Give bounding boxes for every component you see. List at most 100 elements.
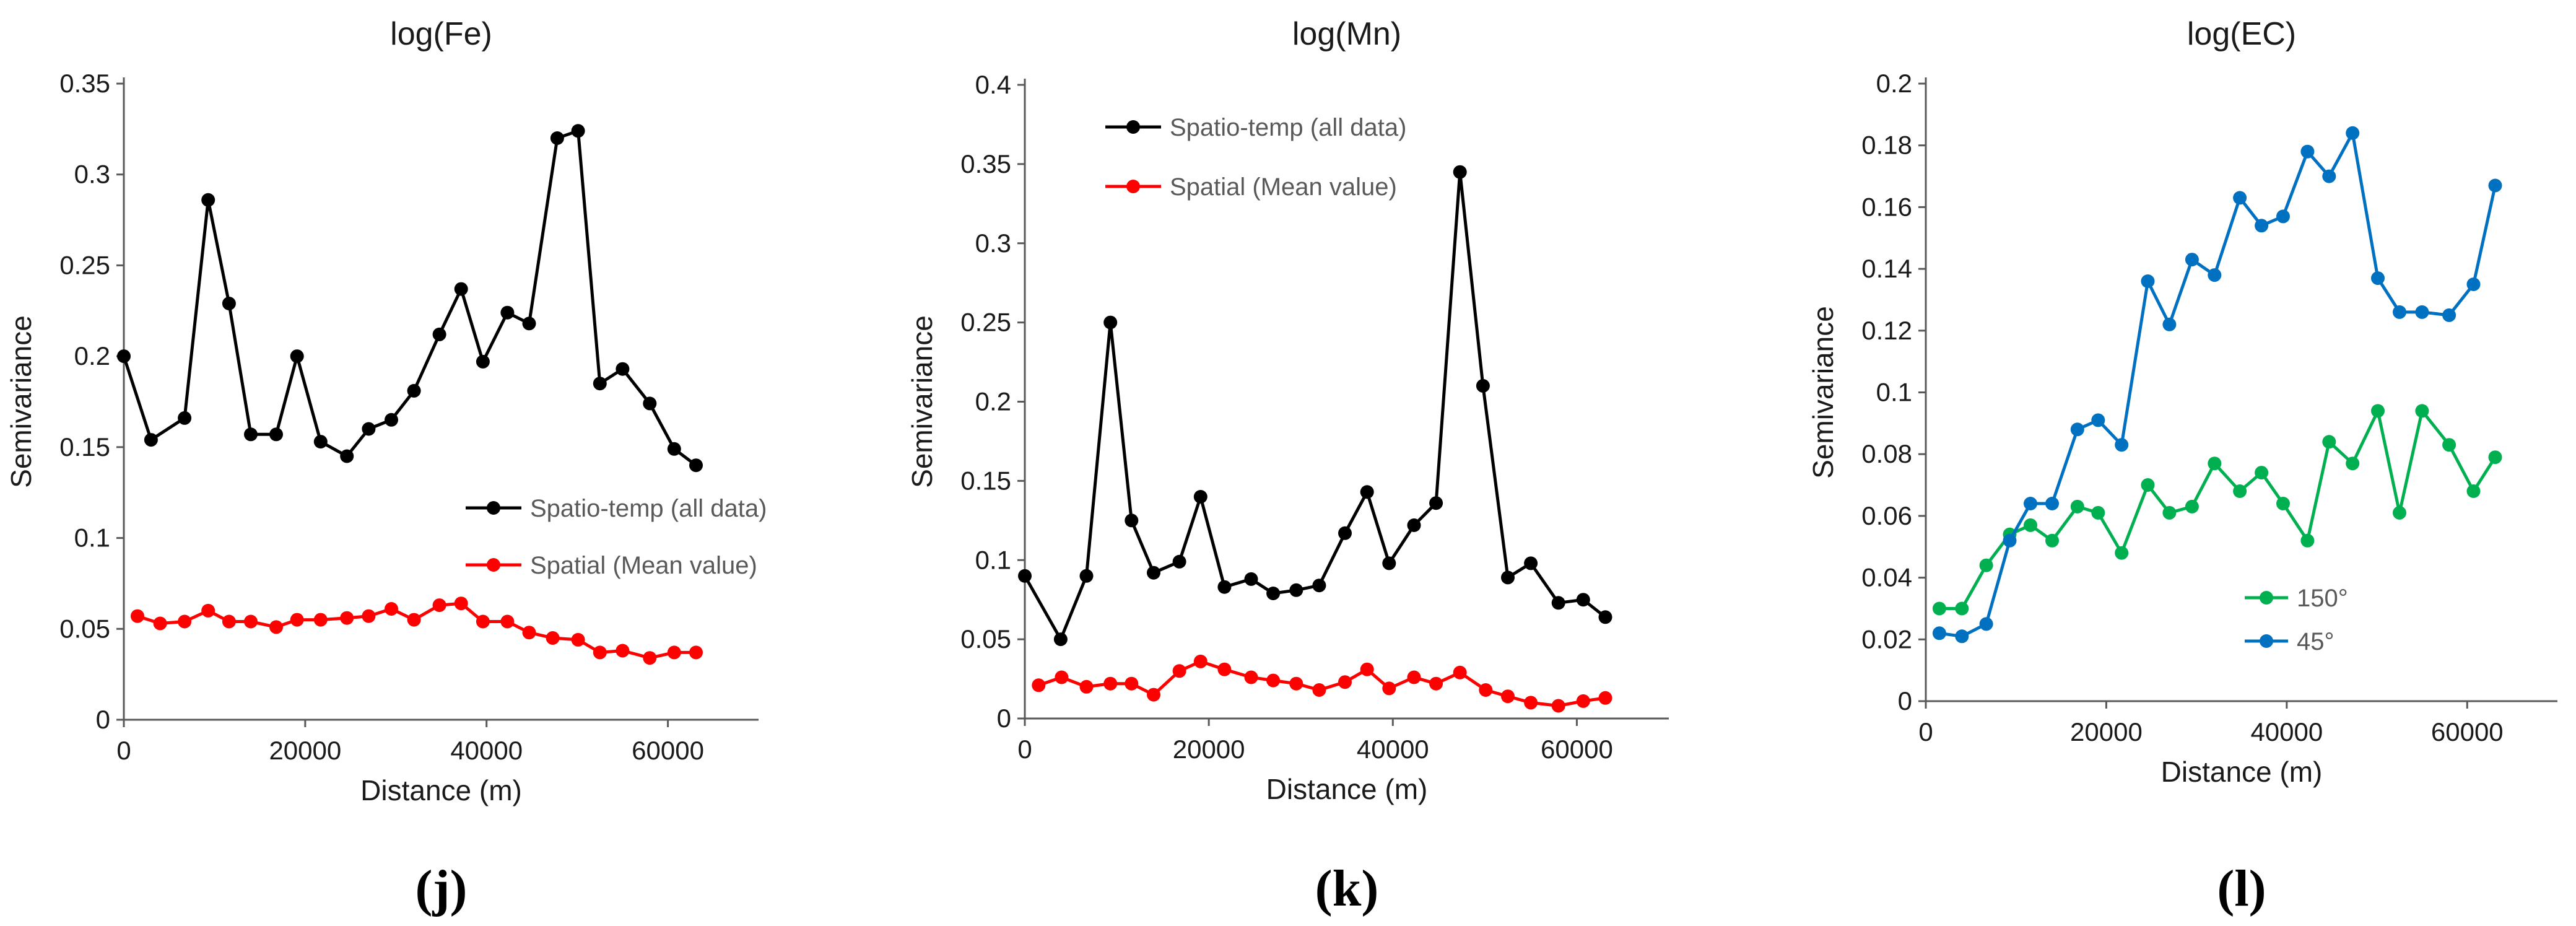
- data-point: [1932, 601, 1946, 616]
- data-point: [2162, 317, 2177, 331]
- x-tick-label: 20000: [2070, 717, 2143, 746]
- data-point: [2091, 505, 2105, 520]
- data-point: [1932, 626, 1946, 640]
- data-point: [476, 354, 490, 369]
- y-tick-label: 0.12: [1861, 316, 1912, 345]
- data-point: [1382, 556, 1396, 570]
- y-tick-label: 0.25: [960, 308, 1011, 337]
- data-point: [2255, 466, 2269, 480]
- y-tick-label: 0.4: [975, 70, 1011, 99]
- data-point: [1289, 676, 1303, 691]
- data-point: [1125, 513, 1139, 528]
- legend-marker: [487, 558, 500, 572]
- legend-label: 45°: [2297, 628, 2334, 655]
- data-point: [2393, 505, 2406, 520]
- series-line: [122, 129, 697, 467]
- data-point: [2442, 438, 2456, 452]
- data-point: [269, 427, 283, 442]
- series-line: [1939, 409, 2497, 610]
- data-point: [2045, 533, 2059, 548]
- x-axis-label: Distance (m): [360, 774, 522, 806]
- data-point: [2393, 305, 2406, 319]
- legend-marker: [2260, 591, 2273, 605]
- y-tick-label: 0.15: [59, 432, 110, 461]
- legend-item: 150°: [2245, 585, 2348, 612]
- data-point: [1955, 629, 1969, 644]
- data-point: [1407, 518, 1421, 532]
- data-point: [290, 613, 304, 627]
- y-tick-label: 0.02: [1861, 624, 1912, 653]
- data-point: [1501, 570, 1515, 585]
- x-tick-label: 0: [1017, 735, 1032, 764]
- data-point: [385, 602, 398, 616]
- data-point: [522, 317, 536, 331]
- data-point: [1244, 572, 1258, 586]
- data-point: [1053, 632, 1068, 647]
- data-point: [667, 645, 681, 660]
- data-point: [340, 449, 354, 463]
- y-tick-label: 0.08: [1861, 439, 1912, 468]
- data-point: [689, 458, 703, 473]
- x-tick-label: 20000: [269, 736, 341, 765]
- data-point: [2185, 499, 2199, 513]
- data-point: [2371, 404, 2385, 418]
- data-point: [2466, 484, 2481, 498]
- data-point: [1103, 315, 1118, 330]
- data-point: [2208, 268, 2222, 282]
- panel-label: (l): [2217, 860, 2266, 917]
- data-point: [313, 435, 328, 449]
- y-axis-label: Semivariance: [5, 315, 37, 488]
- data-point: [2003, 533, 2017, 548]
- series-line: [1038, 660, 1606, 707]
- data-point: [2488, 450, 2502, 465]
- x-tick-label: 40000: [450, 736, 523, 765]
- data-point: [2115, 546, 2129, 560]
- series-line: [1023, 170, 1607, 641]
- data-point: [1524, 696, 1538, 710]
- x-tick-label: 0: [1918, 717, 1933, 746]
- legend-marker: [1126, 180, 1140, 193]
- data-point: [153, 616, 167, 631]
- data-point: [1338, 675, 1352, 689]
- legend-item: 45°: [2245, 628, 2334, 655]
- data-point: [1382, 681, 1396, 696]
- data-point: [616, 644, 630, 658]
- chart-title: log(Mn): [1292, 16, 1401, 52]
- data-point: [178, 411, 192, 425]
- data-point: [2233, 484, 2247, 498]
- legend-item: Spatial (Mean value): [1105, 173, 1397, 201]
- legend-marker: [2260, 634, 2273, 648]
- data-point: [1244, 670, 1258, 684]
- chart-panel-mn: log(Mn) 0 0.05 0.1 0.15 0.2 0.25 0.3 0.35 0.4 0 200…: [906, 16, 1669, 917]
- chart-panel-fe: log(Fe) 0 0.05 0.1 0.15 0.2 0.25 0.3 0.35 0 20000 4…: [5, 16, 767, 917]
- y-tick-label: 0.1: [74, 523, 110, 553]
- legend-label: Spatio-temp (all data): [530, 495, 767, 522]
- data-point: [1312, 579, 1326, 593]
- data-point: [1217, 662, 1232, 676]
- data-point: [1360, 485, 1374, 499]
- data-point: [290, 349, 304, 364]
- y-tick-label: 0.2: [74, 341, 110, 370]
- data-point: [1476, 378, 1490, 393]
- data-point: [407, 383, 421, 398]
- data-point: [432, 598, 446, 613]
- data-point: [643, 651, 657, 665]
- data-point: [1103, 676, 1118, 691]
- data-point: [1979, 617, 1993, 631]
- data-point: [269, 620, 283, 634]
- data-point: [432, 327, 446, 341]
- data-point: [2185, 253, 2199, 267]
- data-point: [1125, 676, 1139, 691]
- data-point: [1193, 654, 1208, 668]
- data-point: [1147, 566, 1160, 580]
- x-tick-label: 40000: [1357, 735, 1429, 764]
- series-0: [1018, 165, 1612, 647]
- chart-title: log(EC): [2187, 16, 2296, 52]
- data-point: [1979, 558, 1993, 572]
- data-point: [2346, 456, 2360, 471]
- data-point: [1172, 554, 1186, 569]
- y-tick-label: 0.06: [1861, 501, 1912, 530]
- data-point: [362, 609, 376, 623]
- y-tick-label: 0.1: [975, 545, 1011, 574]
- data-point: [407, 613, 421, 627]
